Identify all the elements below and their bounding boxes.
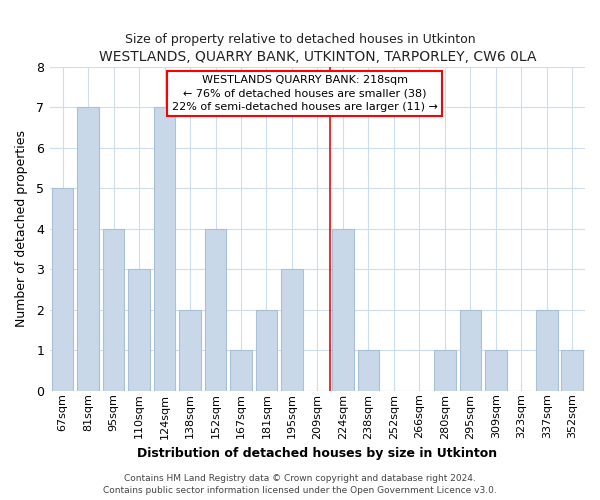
Bar — [103, 228, 124, 391]
Bar — [128, 269, 150, 391]
Bar — [536, 310, 557, 391]
Text: Size of property relative to detached houses in Utkinton: Size of property relative to detached ho… — [125, 32, 475, 46]
Bar — [434, 350, 455, 391]
Bar — [562, 350, 583, 391]
Bar — [281, 269, 303, 391]
Bar — [205, 228, 226, 391]
Title: WESTLANDS, QUARRY BANK, UTKINTON, TARPORLEY, CW6 0LA: WESTLANDS, QUARRY BANK, UTKINTON, TARPOR… — [98, 50, 536, 64]
Bar — [358, 350, 379, 391]
Bar — [154, 107, 175, 391]
Bar — [256, 310, 277, 391]
Bar — [485, 350, 506, 391]
Text: Contains HM Land Registry data © Crown copyright and database right 2024.
Contai: Contains HM Land Registry data © Crown c… — [103, 474, 497, 495]
Text: WESTLANDS QUARRY BANK: 218sqm
← 76% of detached houses are smaller (38)
22% of s: WESTLANDS QUARRY BANK: 218sqm ← 76% of d… — [172, 76, 437, 112]
Bar — [77, 107, 99, 391]
Bar — [230, 350, 252, 391]
Bar — [52, 188, 73, 391]
Bar — [460, 310, 481, 391]
Bar — [179, 310, 201, 391]
Y-axis label: Number of detached properties: Number of detached properties — [15, 130, 28, 327]
Bar — [332, 228, 354, 391]
X-axis label: Distribution of detached houses by size in Utkinton: Distribution of detached houses by size … — [137, 447, 497, 460]
